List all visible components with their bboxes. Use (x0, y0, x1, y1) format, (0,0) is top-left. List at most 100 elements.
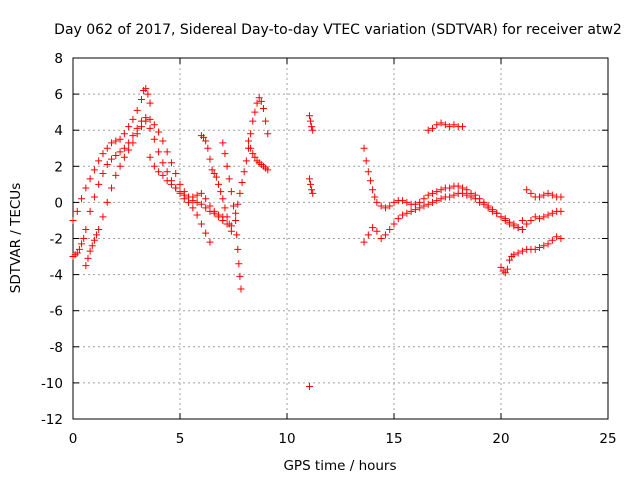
data-point (540, 213, 548, 221)
data-point (446, 184, 454, 192)
data-point (112, 137, 120, 145)
data-point (373, 198, 381, 206)
y-tick-label: -12 (41, 412, 63, 428)
data-point (197, 189, 205, 197)
data-point (129, 115, 137, 123)
x-tick-label: 20 (492, 431, 509, 447)
data-point (308, 123, 316, 131)
data-point (510, 220, 518, 228)
data-point (242, 157, 250, 165)
data-point (99, 170, 107, 178)
data-point (225, 175, 233, 183)
data-point (237, 285, 245, 293)
data-point (309, 189, 317, 197)
data-point (221, 204, 229, 212)
data-point (557, 193, 565, 201)
data-point (264, 166, 272, 174)
data-point (137, 123, 145, 131)
data-point (120, 153, 128, 161)
data-point (133, 130, 141, 138)
data-point (429, 124, 437, 132)
data-point (90, 193, 98, 201)
data-point (244, 137, 252, 145)
y-tick-label: -6 (50, 304, 63, 320)
data-point (548, 209, 556, 217)
data-point (159, 159, 167, 167)
data-point (133, 106, 141, 114)
data-point (488, 207, 496, 215)
data-point (249, 117, 257, 125)
data-point (204, 144, 212, 152)
data-point (163, 168, 171, 176)
data-point (129, 132, 137, 140)
x-axis-label: GPS time / hours (283, 458, 396, 474)
y-tick-label: -4 (50, 268, 63, 284)
data-point (437, 195, 445, 203)
data-point (527, 216, 535, 224)
data-point (235, 260, 243, 268)
data-point (193, 211, 201, 219)
data-point (189, 193, 197, 201)
data-point (82, 184, 90, 192)
chart-title: Day 062 of 2017, Sidereal Day-to-day VTE… (54, 22, 622, 38)
data-point (172, 170, 180, 178)
data-point (236, 272, 244, 280)
data-point (501, 269, 509, 277)
data-point (251, 153, 259, 161)
data-point (78, 240, 86, 248)
data-point (458, 189, 466, 197)
data-point (262, 117, 270, 125)
data-point (116, 135, 124, 143)
data-point (227, 188, 235, 196)
data-point (390, 220, 398, 228)
data-point (150, 135, 158, 143)
data-point (120, 130, 128, 138)
data-point (264, 130, 272, 138)
y-tick-label: 8 (54, 51, 63, 67)
data-point (202, 204, 210, 212)
data-point (305, 383, 313, 391)
data-point (232, 209, 240, 217)
data-point (80, 235, 88, 242)
data-point (377, 235, 385, 242)
data-point (364, 231, 372, 239)
data-point (531, 245, 539, 253)
data-point (221, 150, 229, 158)
data-point (84, 254, 92, 262)
y-tick-label: 4 (54, 123, 63, 139)
y-tick-label: -2 (50, 232, 63, 248)
data-point (371, 193, 379, 201)
data-point (437, 186, 445, 194)
data-point (163, 177, 171, 185)
data-point (433, 197, 441, 205)
data-point (420, 202, 428, 210)
data-point (202, 137, 210, 145)
data-point (416, 204, 424, 212)
data-point (450, 191, 458, 199)
data-point (536, 244, 544, 252)
data-point (446, 193, 454, 201)
data-point (206, 155, 214, 163)
data-point (240, 168, 248, 176)
data-point (233, 231, 241, 239)
data-point (476, 198, 484, 206)
data-point (386, 225, 394, 233)
data-point (429, 198, 437, 206)
x-tick-label: 5 (176, 431, 185, 447)
data-point (232, 216, 240, 224)
data-point (103, 144, 111, 152)
data-point (163, 148, 171, 156)
data-point (259, 105, 267, 113)
data-point (197, 220, 205, 228)
data-point (167, 180, 175, 188)
data-point (93, 231, 101, 239)
data-point (467, 193, 475, 201)
data-point (215, 213, 223, 221)
data-point (249, 150, 257, 158)
data-point (219, 139, 227, 147)
data-point (137, 96, 145, 104)
data-point (441, 121, 449, 129)
x-tick-label: 10 (278, 431, 295, 447)
data-point (230, 202, 237, 210)
data-point (362, 157, 370, 165)
